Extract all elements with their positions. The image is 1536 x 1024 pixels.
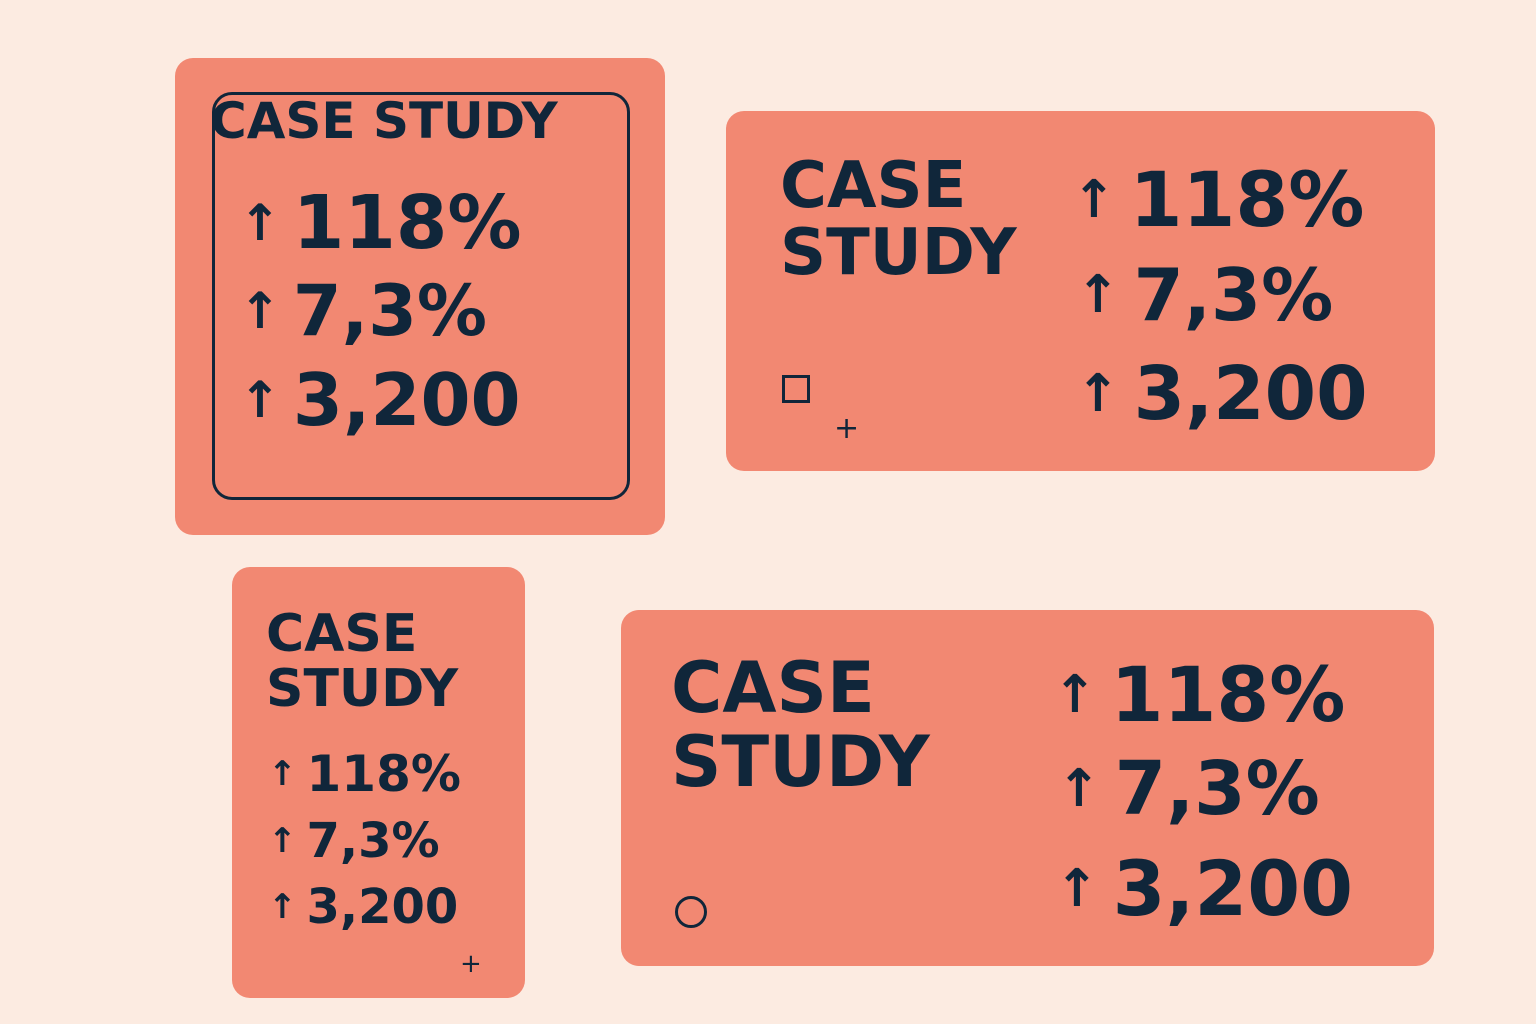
arrow-up-icon: ↑ — [1057, 759, 1101, 819]
stat-row: ↑ 118% — [239, 180, 522, 266]
stat-value: 7,3% — [1114, 746, 1320, 832]
arrow-up-icon: ↑ — [268, 821, 297, 861]
arrow-up-icon: ↑ — [1076, 364, 1120, 424]
circle-outline-icon — [675, 896, 707, 928]
arrow-up-icon: ↑ — [1055, 858, 1099, 919]
plus-icon: + — [460, 949, 482, 979]
stat-value: 3,200 — [292, 358, 521, 442]
stat-value: 118% — [1110, 650, 1346, 739]
stat-row: ↑ 118% — [1053, 650, 1345, 739]
stat-row: ↑ 7,3% — [268, 813, 440, 869]
arrow-up-icon: ↑ — [1076, 265, 1120, 325]
stat-value: 3,200 — [1133, 351, 1368, 437]
card-title-line: STUDY — [780, 216, 1017, 291]
stat-row: ↑ 7,3% — [239, 270, 487, 352]
case-study-card-square: CASE STUDY ↑ 118% ↑ 7,3% ↑ 3,200 — [175, 58, 665, 535]
stat-row: ↑ 3,200 — [239, 358, 521, 442]
arrow-up-icon: ↑ — [239, 194, 281, 252]
stat-value: 3,200 — [306, 879, 459, 935]
case-study-card-tall: CASE STUDY ↑ 118% ↑ 7,3% ↑ 3,200 + — [232, 567, 525, 998]
stat-row: ↑ 3,200 — [268, 879, 458, 935]
case-study-card-wide-top: CASE STUDY ↑ 118% ↑ 7,3% ↑ 3,200 + — [726, 111, 1435, 471]
card-title-line: CASE — [266, 604, 418, 664]
card-title: CASE STUDY — [266, 607, 458, 716]
plus-icon: + — [834, 411, 860, 446]
stat-value: 118% — [292, 180, 522, 266]
arrow-up-icon: ↑ — [1053, 664, 1097, 725]
stat-row: ↑ 3,200 — [1055, 844, 1353, 933]
arrow-up-icon: ↑ — [239, 371, 281, 429]
card-title: CASE STUDY — [671, 647, 930, 803]
card-title-line: STUDY — [671, 720, 930, 803]
stat-row: ↑ 7,3% — [1057, 746, 1320, 832]
stat-row: ↑ 118% — [1072, 155, 1364, 244]
card-title-line: STUDY — [266, 658, 459, 719]
stat-row: ↑ 3,200 — [1076, 351, 1368, 437]
card-inner-border — [212, 92, 630, 500]
stat-value: 7,3% — [292, 270, 488, 352]
stat-row: ↑ 7,3% — [1076, 253, 1333, 337]
card-title-line: CASE — [671, 647, 875, 729]
stat-value: 118% — [306, 745, 461, 803]
card-title: CASE STUDY — [780, 149, 1017, 291]
case-study-card-wide-bottom: CASE STUDY ↑ 118% ↑ 7,3% ↑ 3,200 — [621, 610, 1434, 966]
card-title: CASE STUDY — [210, 92, 558, 150]
arrow-up-icon: ↑ — [268, 887, 297, 927]
stat-value: 7,3% — [306, 813, 440, 869]
arrow-up-icon: ↑ — [239, 282, 281, 340]
card-title-line: CASE — [780, 149, 967, 223]
stat-row: ↑ 118% — [268, 745, 461, 803]
stat-value: 7,3% — [1133, 253, 1334, 337]
arrow-up-icon: ↑ — [268, 754, 297, 794]
stat-value: 3,200 — [1112, 844, 1353, 933]
stat-value: 118% — [1129, 155, 1365, 244]
square-outline-icon — [782, 375, 810, 403]
arrow-up-icon: ↑ — [1072, 169, 1116, 230]
